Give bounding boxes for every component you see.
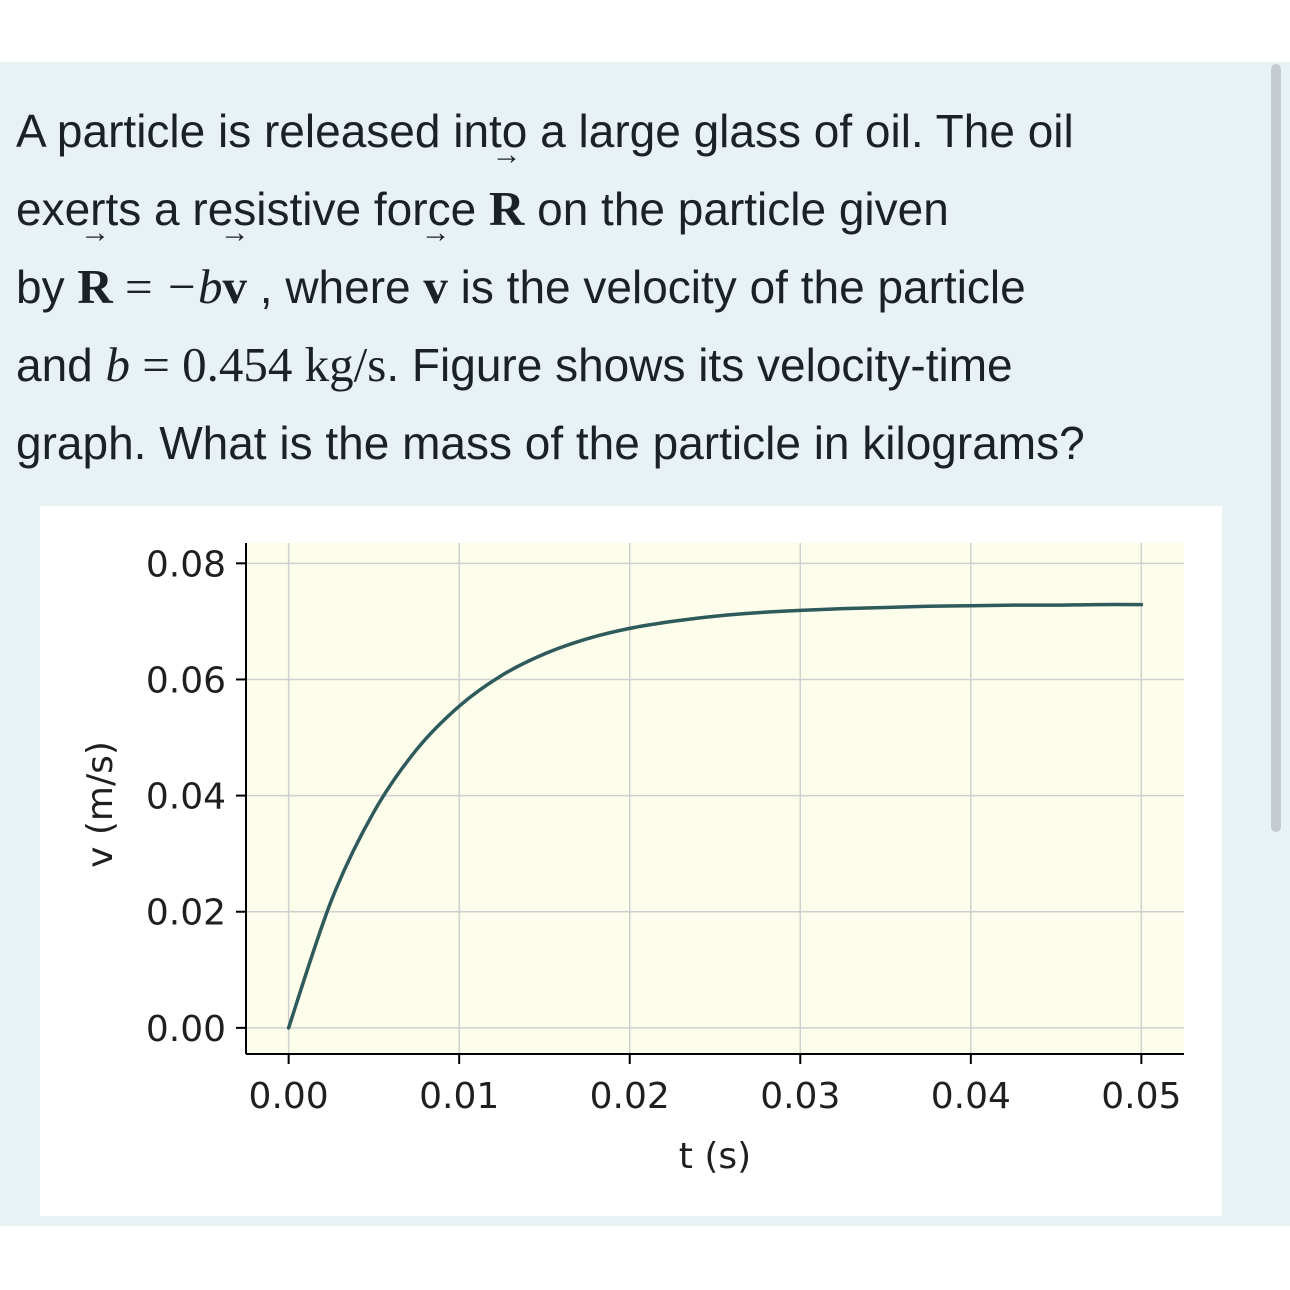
question-text-segment: . Figure shows its velocity-time	[386, 339, 1013, 391]
scrollbar[interactable]	[1271, 64, 1281, 832]
question-text-segment: A particle is released into a large glas…	[16, 105, 1074, 157]
vector-v: v	[222, 248, 247, 326]
x-tick-label: 0.02	[590, 1076, 670, 1117]
plot-area	[246, 543, 1184, 1054]
chart-card: t (s) v (m/s) 0.00 0.01 0.02 0.03 0.04 0.05 0.…	[40, 506, 1222, 1216]
question-text-segment: is the velocity of the particle	[447, 261, 1026, 313]
velocity-time-chart: t (s) v (m/s) 0.00 0.01 0.02 0.03 0.04 0.05 0.…	[80, 543, 1184, 1177]
x-tick-label: 0.04	[931, 1076, 1011, 1117]
equals-sign: =	[130, 337, 183, 392]
y-axis-label: v (m/s)	[80, 741, 121, 868]
grid-lines	[246, 543, 1184, 1054]
y-tick-label: 0.08	[146, 544, 226, 585]
math-b-value: b = 0.454 kg/s	[106, 337, 387, 392]
math-velocity: v	[423, 259, 448, 314]
velocity-curve	[286, 602, 1144, 1030]
y-tick-label: 0.06	[146, 660, 226, 701]
b-unit: kg/s	[304, 337, 387, 392]
x-axis-label: t (s)	[679, 1136, 751, 1177]
x-tick-label: 0.01	[419, 1076, 499, 1117]
x-tick-label: 0.00	[249, 1076, 329, 1117]
question-text: A particle is released into a large glas…	[16, 92, 1256, 482]
axes	[245, 543, 1184, 1055]
x-tick-label: 0.03	[760, 1076, 840, 1117]
vector-v: v	[423, 248, 448, 326]
y-tick-label: 0.02	[146, 893, 226, 934]
question-line-2: exerts a resistive force R on the partic…	[16, 170, 1256, 248]
x-tick-label: 0.05	[1101, 1076, 1181, 1117]
question-text-segment: by	[16, 261, 78, 313]
question-text-segment: and	[16, 339, 106, 391]
question-line-4: and b = 0.454 kg/s. Figure shows its vel…	[16, 326, 1256, 404]
vector-R: R	[489, 170, 524, 248]
question-text-segment: , where	[246, 261, 424, 313]
b-value: 0.454	[182, 337, 293, 392]
tick-marks	[236, 562, 1143, 1064]
equals-sign: =	[112, 259, 165, 314]
question-line-1: A particle is released into a large glas…	[16, 92, 1256, 170]
vector-R: R	[77, 248, 112, 326]
minus-b: −b	[164, 259, 223, 314]
symbol-b: b	[105, 337, 131, 392]
y-tick-label: 0.00	[146, 1009, 226, 1050]
y-tick-label: 0.04	[146, 777, 226, 818]
math-resistive-force: R	[489, 181, 524, 236]
question-line-5: graph. What is the mass of the particle …	[16, 404, 1256, 482]
question-text-segment: graph. What is the mass of the particle …	[16, 417, 1085, 469]
question-text-segment: on the particle given	[524, 183, 949, 235]
question-line-3: by R = −bv , where v is the velocity of …	[16, 248, 1256, 326]
math-force-equation: R = −bv	[77, 259, 247, 314]
